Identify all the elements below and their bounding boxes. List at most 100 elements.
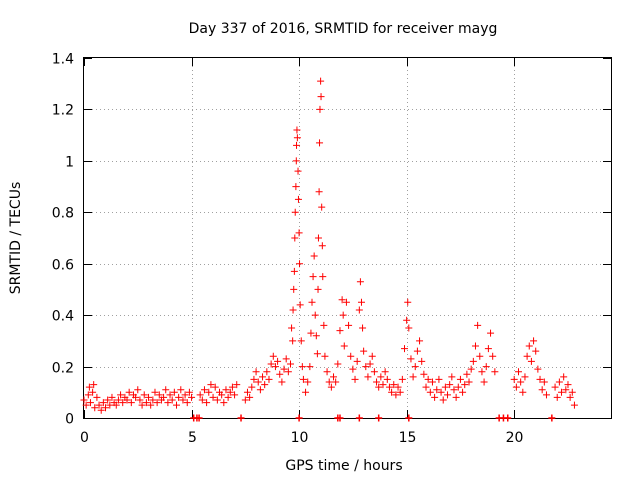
data-point xyxy=(294,134,301,141)
data-point xyxy=(288,325,295,332)
data-point xyxy=(457,376,464,383)
data-point xyxy=(530,337,537,344)
chart: Day 337 of 2016, SRMTID for receiver may… xyxy=(0,0,640,480)
data-point xyxy=(427,389,434,396)
data-point xyxy=(315,235,322,242)
data-point xyxy=(435,376,442,383)
data-point xyxy=(292,183,299,190)
data-point xyxy=(511,376,518,383)
data-point xyxy=(528,358,535,365)
data-point xyxy=(302,389,309,396)
y-tick-label: 1.2 xyxy=(52,103,74,119)
data-point xyxy=(431,394,438,401)
data-point xyxy=(420,371,427,378)
data-point xyxy=(369,353,376,360)
data-point xyxy=(134,386,141,393)
data-point xyxy=(347,353,354,360)
data-point xyxy=(448,373,455,380)
data-point xyxy=(93,394,100,401)
data-point xyxy=(287,361,294,368)
data-point xyxy=(356,307,363,314)
data-point xyxy=(407,355,414,362)
data-point xyxy=(253,368,260,375)
data-point xyxy=(491,368,498,375)
zero-data-point xyxy=(356,415,363,422)
data-point xyxy=(292,209,299,216)
data-point xyxy=(220,399,227,406)
data-point xyxy=(364,373,371,380)
data-point xyxy=(404,299,411,306)
y-tick-label: 0.6 xyxy=(52,258,74,274)
data-point xyxy=(334,361,341,368)
y-tick-label: 0.8 xyxy=(52,206,74,222)
data-point xyxy=(298,337,305,344)
data-point xyxy=(290,307,297,314)
data-point xyxy=(358,299,365,306)
data-point xyxy=(521,373,528,380)
data-point xyxy=(291,268,298,275)
data-point xyxy=(556,379,563,386)
data-point xyxy=(177,386,184,393)
data-point xyxy=(309,299,316,306)
data-point xyxy=(336,327,343,334)
data-point xyxy=(276,371,283,378)
y-axis-label: SRMTID / TECUs xyxy=(8,182,24,295)
data-point xyxy=(297,301,304,308)
y-tick-label: 0.2 xyxy=(52,361,74,377)
data-point xyxy=(526,343,533,350)
x-tick-label: 0 xyxy=(80,430,89,446)
data-point xyxy=(289,337,296,344)
zero-data-point xyxy=(296,415,303,422)
data-point xyxy=(478,368,485,375)
data-point xyxy=(468,366,475,373)
data-point xyxy=(319,273,326,280)
zero-data-point xyxy=(375,415,382,422)
data-point xyxy=(418,358,425,365)
data-point xyxy=(534,366,541,373)
data-point xyxy=(459,389,466,396)
data-point xyxy=(539,386,546,393)
data-point xyxy=(470,358,477,365)
data-point xyxy=(554,394,561,401)
data-point xyxy=(299,363,306,370)
data-point xyxy=(472,343,479,350)
data-point xyxy=(293,127,300,134)
data-point xyxy=(423,384,430,391)
data-point xyxy=(261,381,268,388)
data-point xyxy=(412,363,419,370)
data-point xyxy=(359,325,366,332)
zero-data-point xyxy=(405,415,412,422)
data-point xyxy=(316,106,323,113)
data-point xyxy=(552,384,559,391)
data-point xyxy=(416,337,423,344)
data-point xyxy=(278,379,285,386)
data-point xyxy=(543,391,550,398)
data-point xyxy=(257,386,264,393)
data-point xyxy=(263,368,270,375)
data-point xyxy=(403,317,410,324)
x-tick-label: 15 xyxy=(399,430,417,446)
plot-frame xyxy=(84,58,612,419)
chart-title: Day 337 of 2016, SRMTID for receiver may… xyxy=(189,21,498,37)
data-point xyxy=(489,353,496,360)
data-point xyxy=(295,196,302,203)
data-point xyxy=(377,373,384,380)
data-point xyxy=(311,253,318,260)
y-tick-label: 0.4 xyxy=(52,309,74,325)
data-point xyxy=(162,386,169,393)
data-point xyxy=(345,322,352,329)
data-point xyxy=(399,376,406,383)
data-point xyxy=(293,142,300,149)
zero-data-point xyxy=(504,415,511,422)
data-point xyxy=(318,93,325,100)
data-point xyxy=(341,343,348,350)
data-point xyxy=(349,366,356,373)
x-tick-label: 20 xyxy=(506,430,524,446)
data-point xyxy=(283,355,290,362)
data-point xyxy=(360,348,367,355)
grid-layer xyxy=(84,58,611,418)
data-point xyxy=(270,353,277,360)
data-point xyxy=(317,78,324,85)
data-point xyxy=(291,235,298,242)
data-point xyxy=(487,330,494,337)
